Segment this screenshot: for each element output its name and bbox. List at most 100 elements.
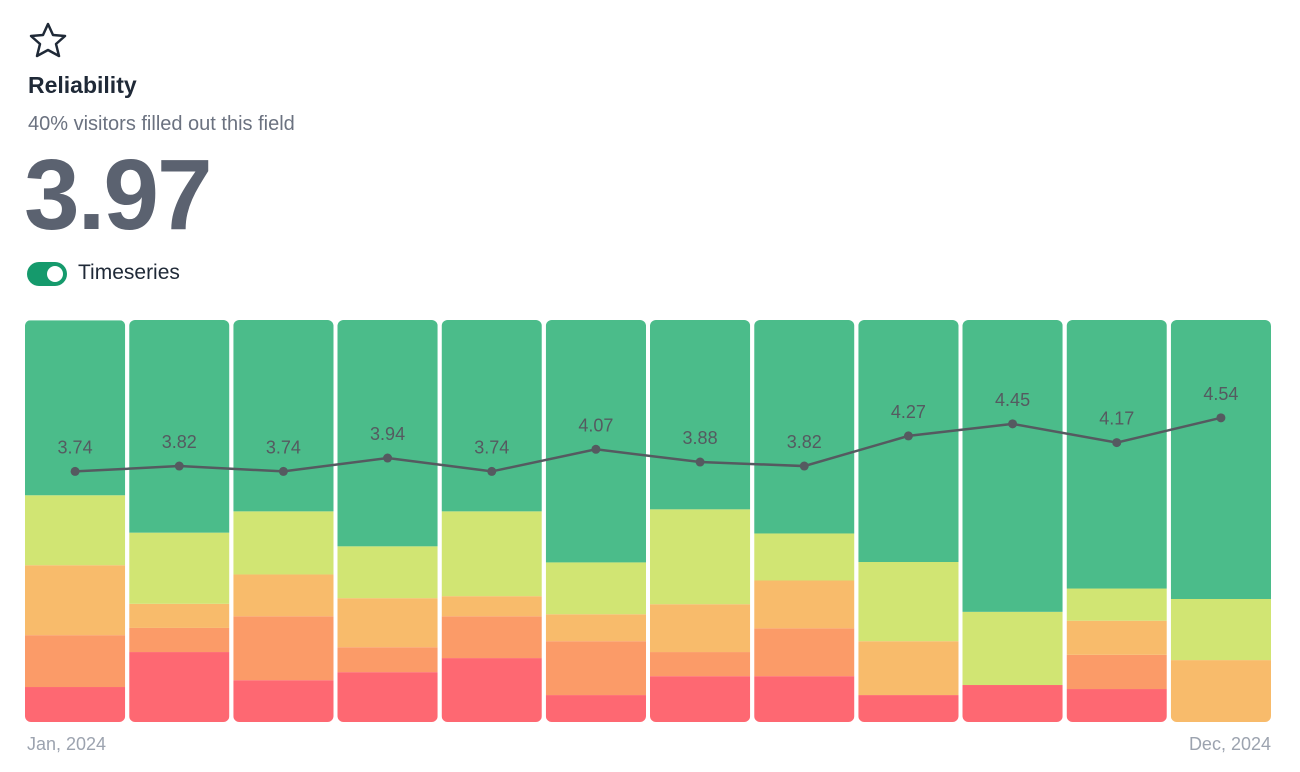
bar-segment [545, 695, 646, 722]
bar-segment [1066, 689, 1167, 722]
bar-segment [1066, 620, 1167, 655]
bar-segment [1066, 588, 1167, 621]
bar-segment [650, 604, 751, 653]
data-label: 3.74 [474, 437, 509, 457]
data-label: 4.45 [995, 390, 1030, 410]
score: 3.97 [24, 139, 213, 251]
bar-segment [754, 628, 855, 677]
column [754, 320, 855, 722]
bar-segment [233, 574, 334, 617]
bar-segment [754, 580, 855, 629]
bar-segment [1170, 660, 1271, 722]
data-label: 4.07 [578, 415, 613, 435]
bar-segment [441, 511, 542, 597]
data-label: 4.54 [1203, 384, 1238, 404]
column [233, 320, 334, 722]
star-icon[interactable] [26, 20, 70, 64]
line-point [591, 444, 601, 454]
bar-segment [754, 676, 855, 722]
bar-segment [25, 635, 126, 688]
bar-segment [441, 320, 542, 512]
line-point [174, 461, 184, 471]
x-tick-label: Jan, 2024 [27, 734, 106, 754]
field-subtitle: 40% visitors filled out this field [28, 113, 295, 135]
bar-segment [129, 652, 230, 722]
bar-segment [337, 320, 438, 547]
bar-segment [233, 680, 334, 722]
column [962, 320, 1063, 722]
bar-segment [233, 320, 334, 512]
line-point [278, 466, 288, 476]
line [75, 416, 1222, 473]
data-label: 3.94 [370, 424, 405, 444]
column [441, 320, 542, 722]
x-tick-label: Dec, 2024 [1189, 734, 1271, 754]
bar-segment [25, 565, 126, 636]
line-point [70, 466, 80, 476]
bar-segment [233, 616, 334, 681]
bar-segment [962, 320, 1063, 612]
data-label: 3.88 [683, 428, 718, 448]
column [337, 320, 438, 722]
line-point [487, 466, 497, 476]
bar-segment [754, 533, 855, 581]
bar-segment [337, 647, 438, 673]
bar-segment [1066, 320, 1167, 589]
column [650, 320, 751, 722]
bar-segment [441, 596, 542, 617]
line-point [1008, 419, 1018, 429]
bar-segment [858, 562, 959, 642]
data-label: 4.27 [891, 402, 926, 422]
data-label: 3.82 [162, 432, 197, 452]
bar-segment [233, 511, 334, 575]
bar-segment [545, 641, 646, 696]
bar-segment [650, 320, 751, 510]
bar-segment [441, 616, 542, 659]
bar-segment [858, 695, 959, 722]
bar-segment [962, 685, 1063, 722]
bar-segment [858, 320, 959, 563]
bar-segment [650, 509, 751, 605]
field-title: Reliability [28, 72, 137, 98]
data-label: 4.17 [1099, 409, 1134, 429]
bar-segment [129, 627, 230, 653]
toggle-label: Timeseries [78, 261, 180, 284]
data-label: 3.74 [58, 437, 93, 457]
line-point [1216, 413, 1226, 423]
bar-segment [754, 320, 855, 534]
toggle[interactable] [27, 262, 67, 286]
column [1170, 320, 1271, 722]
bar-segment [545, 562, 646, 615]
bar-segment [1170, 320, 1271, 599]
bar-segment [337, 546, 438, 599]
line-point [1112, 438, 1122, 448]
bar-segment [129, 603, 230, 628]
bar-segment [337, 672, 438, 722]
bar-segment [25, 495, 126, 566]
bar-segment [962, 611, 1063, 686]
bar-segment [545, 320, 646, 563]
column [858, 320, 959, 722]
bar-segment [441, 658, 542, 722]
line-point [903, 431, 913, 441]
bar-segment [25, 687, 126, 722]
column [25, 320, 126, 722]
bar-segment [25, 320, 126, 496]
data-label: 3.82 [787, 432, 822, 452]
line-point [383, 453, 393, 463]
column [1066, 320, 1167, 722]
bar-segment [650, 652, 751, 677]
line-point [799, 461, 809, 471]
column [129, 320, 230, 722]
bar-segment [1170, 598, 1271, 661]
bar-segment [858, 641, 959, 696]
bar-segment [545, 614, 646, 642]
bar-segment [129, 532, 230, 604]
column [545, 320, 646, 722]
bar-segment [650, 676, 751, 722]
data-label: 3.74 [266, 437, 301, 457]
bar-segment [1066, 654, 1167, 690]
bar-segment [129, 320, 230, 533]
